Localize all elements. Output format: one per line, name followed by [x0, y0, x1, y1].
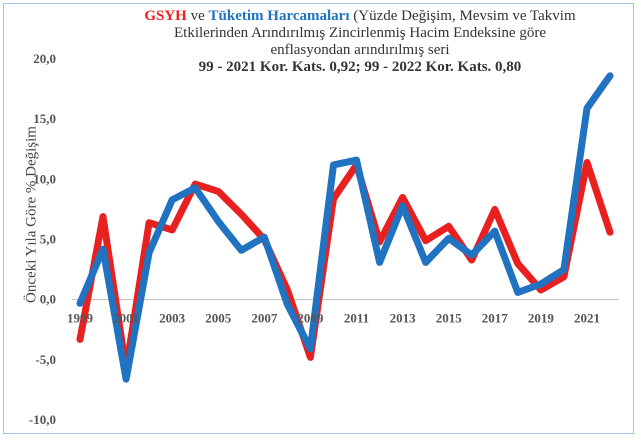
y-tick-label: -10,0 — [29, 412, 56, 427]
title-line-2: Etkilerinden Arındırılmış Zincirlenmiş H… — [174, 25, 546, 41]
y-tick-label: 15,0 — [33, 111, 56, 126]
x-tick-label: 2015 — [436, 311, 463, 326]
y-tick-labels: -10,0 -5,0 0,0 5,0 10,0 15,0 20,0 — [29, 51, 56, 427]
title-ve: ve — [186, 8, 209, 24]
y-tick-label: 5,0 — [40, 232, 56, 247]
title-tuketim: Tüketim Harcamaları — [208, 8, 350, 24]
x-tick-label: 1999 — [67, 311, 94, 326]
x-tick-label: 2013 — [390, 311, 417, 326]
chart-frame — [3, 3, 634, 434]
x-tick-label: 2009 — [297, 311, 324, 326]
title-line-4: 99 - 2021 Kor. Kats. 0,92; 99 - 2022 Kor… — [198, 59, 522, 75]
x-tick-label: 2021 — [574, 311, 600, 326]
title-gsyh: GSYH — [144, 8, 187, 24]
y-tick-label: 10,0 — [33, 171, 56, 186]
series-line-gsyh — [76, 159, 614, 373]
y-tick-label: 20,0 — [33, 51, 56, 66]
y-tick-label: -5,0 — [35, 352, 56, 367]
series-lines — [76, 72, 614, 383]
title-rest: (Yüzde Değişim, Mevsim ve Takvim — [349, 8, 576, 24]
series-line-tuketim — [76, 72, 614, 383]
chart-title: GSYH ve Tüketim Harcamaları (Yüzde Değiş… — [80, 8, 640, 76]
title-line-3: enflasyondan arındırılmış seri — [270, 42, 450, 58]
x-tick-label: 2017 — [482, 311, 509, 326]
y-tick-label: 0,0 — [40, 292, 56, 307]
x-tick-label: 2011 — [344, 311, 369, 326]
x-tick-label: 2001 — [113, 311, 139, 326]
x-tick-label: 2007 — [251, 311, 278, 326]
x-tick-label: 2019 — [528, 311, 555, 326]
x-tick-label: 2003 — [159, 311, 186, 326]
x-tick-labels: 1999 2001 2003 2005 2007 2009 2011 2013 2015 2017… — [67, 311, 600, 326]
x-tick-label: 2005 — [205, 311, 232, 326]
